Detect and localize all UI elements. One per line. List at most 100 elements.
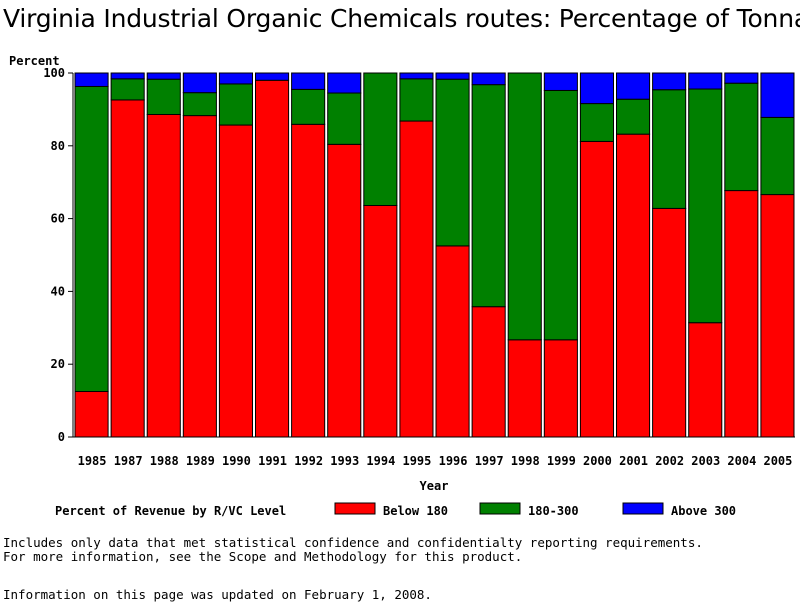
bar-2001-180-300 [616,98,651,135]
bar-1985-below-180 [74,391,109,438]
x-tick-label: 2000 [583,454,612,468]
legend-title: Percent of Revenue by R/VC Level [55,504,286,518]
chart-title: Virginia Industrial Organic Chemicals ro… [3,4,800,33]
bar-1994-180-300 [363,72,398,206]
bar-1997-above-300 [471,72,506,86]
bar-2000-below-180 [579,140,615,438]
x-tick-label: 1996 [439,454,468,468]
x-tick-label: 1991 [258,454,287,468]
bar-1987-below-180 [110,99,145,438]
legend-swatch-above-300 [622,502,664,515]
y-tick-label: 0 [58,430,65,444]
y-axis-title: Percent [9,54,60,68]
bar-1987-180-300 [110,78,145,101]
x-tick-label: 1992 [294,454,323,468]
y-tick-label: 80 [51,139,65,153]
y-tick-label: 60 [51,212,65,226]
bar-1989-above-300 [182,72,217,94]
bar-2003-180-300 [688,88,723,324]
bar-2003-above-300 [688,72,723,90]
bar-2002-above-300 [652,72,687,91]
bar-2000-above-300 [579,72,615,105]
legend-swatch-180-300 [479,502,521,515]
bar-2004-below-180 [724,190,759,438]
bar-1995-above-300 [399,72,434,80]
bar-1990-180-300 [218,83,253,126]
bar-1992-below-180 [291,123,326,438]
bar-2002-180-300 [652,89,687,209]
y-tick-label: 40 [51,284,65,298]
bar-1988-180-300 [146,78,181,115]
bar-1992-above-300 [291,72,326,90]
bar-1985-above-300 [74,72,109,87]
bar-2005-above-300 [760,72,795,118]
x-axis-title: Year [420,479,449,493]
bar-1998-below-180 [507,339,542,438]
x-tick-label: 1988 [150,454,179,468]
update-notice: Information on this page was updated on … [3,587,432,602]
bar-2004-180-300 [724,82,759,192]
x-tick-label: 1998 [511,454,540,468]
bar-2003-below-180 [688,322,723,438]
x-tick-label: 1989 [186,454,215,468]
footnote-line-1: Includes only data that met statistical … [3,535,703,550]
bar-1993-above-300 [327,72,362,94]
footnote-line-2: For more information, see the Scope and … [3,548,523,564]
x-tick-label: 2002 [655,454,684,468]
bar-1992-180-300 [291,88,326,125]
bar-1990-below-180 [218,124,253,438]
bar-2005-180-300 [760,116,795,196]
legend-label-below-180: Below 180 [383,504,448,518]
bar-1995-below-180 [399,120,434,438]
x-axis: 1985 1987 1988 1989 1990 1991 1992 1993 1994 1995… [73,436,795,493]
bar-1996-above-300 [435,72,470,80]
bar-1988-above-300 [146,72,181,80]
bar-1989-below-180 [182,115,217,438]
bar-1996-180-300 [435,78,470,247]
x-tick-label: 2001 [619,454,648,468]
x-tick-label: 1999 [547,454,576,468]
bar-1991-below-180 [255,79,290,438]
bar-1999-below-180 [543,339,578,438]
bar-2000-180-300 [579,103,615,142]
bar-1987-above-300 [110,72,145,80]
bar-2004-above-300 [724,72,759,84]
x-tick-label: 2005 [763,454,792,468]
bar-1988-below-180 [146,113,181,438]
bar-2005-below-180 [760,194,795,438]
x-tick-label: 1990 [222,454,251,468]
bar-2001-above-300 [616,72,651,100]
legend: Percent of Revenue by R/VC Level Below 18… [55,502,736,518]
bar-2001-below-180 [616,133,651,438]
legend-label-above-300: Above 300 [671,504,736,518]
y-tick-label: 100 [43,66,65,80]
bar-1989-180-300 [182,92,217,117]
x-tick-label: 1995 [402,454,431,468]
bar-1998-180-300 [507,72,542,341]
plot-area [74,72,795,438]
bar-1990-above-300 [218,72,253,85]
bar-1993-180-300 [327,92,362,145]
bar-1999-above-300 [543,72,578,91]
bar-1993-below-180 [327,143,362,438]
x-tick-label: 1997 [475,454,504,468]
bar-1995-180-300 [399,78,434,122]
bar-1991-above-300 [255,72,290,81]
legend-label-180-300: 180-300 [528,504,579,518]
x-tick-label: 1985 [78,454,107,468]
x-tick-label: 1987 [114,454,143,468]
legend-swatch-below-180 [334,502,376,515]
bar-2002-below-180 [652,207,687,438]
x-tick-label: 2003 [691,454,720,468]
y-tick-label: 20 [51,357,65,371]
footnote: Includes only data that met statistical … [3,536,703,563]
bar-1985-180-300 [74,85,109,393]
bar-1994-below-180 [363,204,398,438]
bar-1997-180-300 [471,84,506,308]
bar-1997-below-180 [471,306,506,438]
x-tick-label: 1994 [366,454,395,468]
bar-1996-below-180 [435,245,470,438]
x-tick-label: 1993 [330,454,359,468]
